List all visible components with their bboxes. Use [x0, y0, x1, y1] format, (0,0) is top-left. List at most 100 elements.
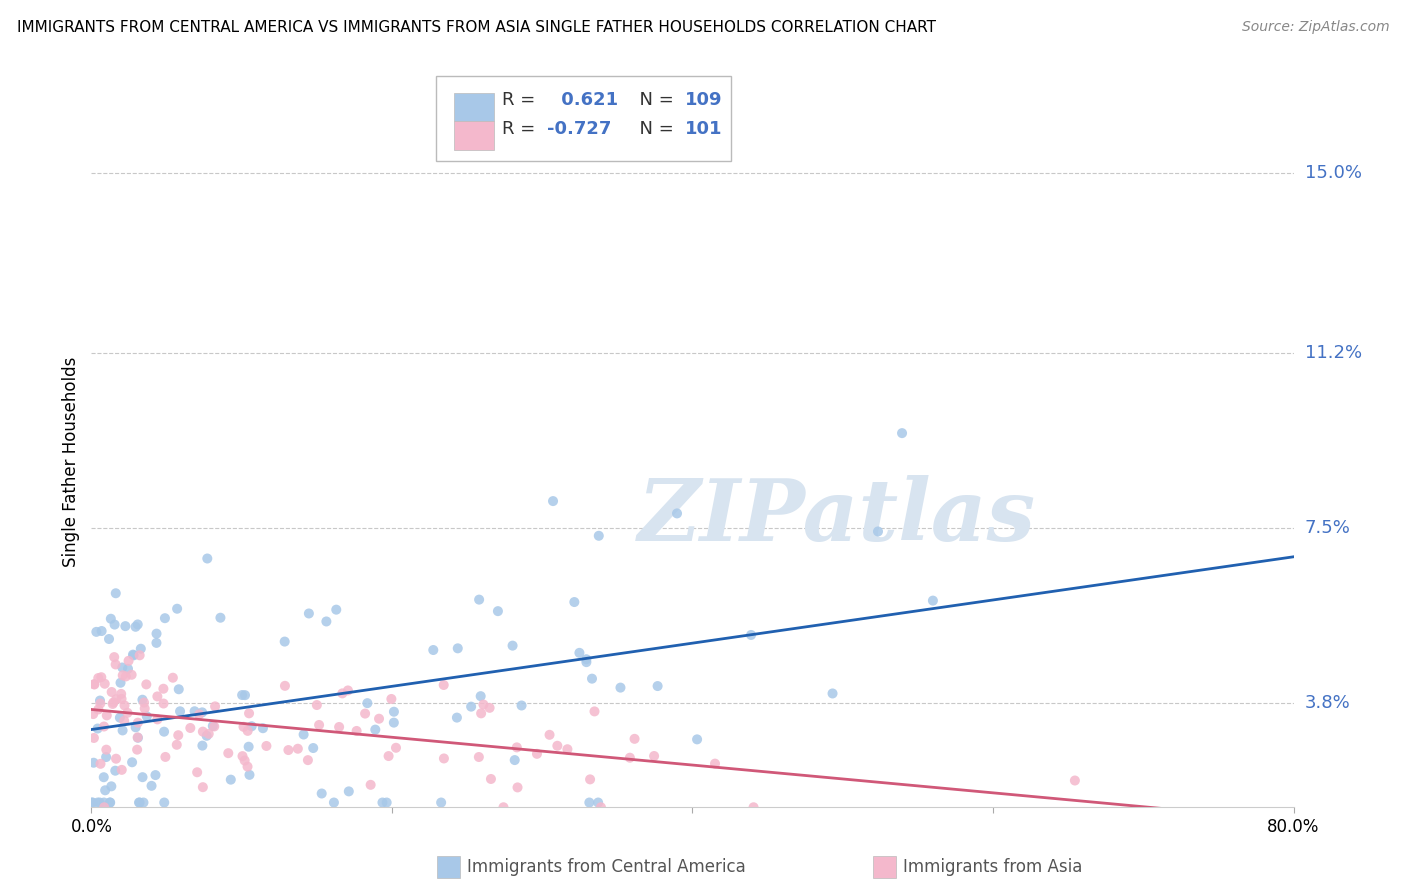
Point	[124, 720, 146, 734]
Point	[479, 772, 502, 786]
Point	[209, 611, 232, 625]
Point	[110, 691, 132, 706]
Point	[589, 800, 612, 814]
Point	[110, 675, 132, 690]
Point	[546, 739, 568, 753]
Point	[131, 770, 153, 784]
Point	[98, 632, 121, 646]
Point	[236, 759, 259, 773]
Point	[315, 615, 337, 629]
Point	[460, 699, 482, 714]
Point	[129, 641, 152, 656]
Point	[619, 750, 641, 764]
Point	[131, 692, 153, 706]
Point	[470, 689, 492, 703]
Point	[538, 728, 561, 742]
Point	[236, 723, 259, 738]
Point	[103, 650, 125, 665]
Point	[186, 765, 208, 780]
Point	[588, 529, 610, 543]
Point	[586, 796, 609, 810]
Point	[191, 724, 214, 739]
Point	[581, 672, 603, 686]
Point	[217, 746, 239, 760]
Point	[292, 727, 315, 741]
Point	[111, 723, 134, 738]
Point	[169, 704, 191, 718]
Point	[305, 698, 328, 712]
Point	[325, 602, 347, 616]
Point	[141, 779, 163, 793]
Point	[486, 604, 509, 618]
Point	[191, 706, 214, 720]
Point	[100, 612, 122, 626]
Point	[93, 719, 115, 733]
Point	[704, 756, 727, 771]
Point	[96, 742, 118, 756]
Point	[447, 641, 470, 656]
Text: 7.5%: 7.5%	[1305, 519, 1351, 537]
Point	[155, 750, 177, 764]
Point	[83, 756, 105, 770]
Point	[238, 739, 260, 754]
Point	[188, 707, 211, 722]
Point	[922, 593, 945, 607]
Point	[583, 705, 606, 719]
Point	[93, 770, 115, 784]
Point	[274, 679, 297, 693]
Point	[330, 686, 353, 700]
Point	[891, 426, 914, 441]
Point	[287, 741, 309, 756]
Point	[252, 721, 274, 735]
Point	[368, 712, 391, 726]
Point	[121, 667, 143, 681]
Y-axis label: Single Father Households: Single Father Households	[62, 357, 80, 566]
Point	[354, 706, 377, 721]
Point	[219, 772, 242, 787]
Point	[114, 619, 136, 633]
Point	[478, 701, 501, 715]
Point	[117, 706, 139, 720]
Point	[135, 677, 157, 691]
Point	[117, 654, 139, 668]
Point	[127, 617, 149, 632]
Text: IMMIGRANTS FROM CENTRAL AMERICA VS IMMIGRANTS FROM ASIA SINGLE FATHER HOUSEHOLDS: IMMIGRANTS FROM CENTRAL AMERICA VS IMMIG…	[17, 20, 936, 35]
Point	[132, 796, 155, 810]
Point	[145, 636, 167, 650]
Point	[503, 753, 526, 767]
Point	[575, 652, 598, 666]
Text: 0.621: 0.621	[555, 91, 619, 109]
Text: N =: N =	[628, 91, 681, 109]
Point	[506, 780, 529, 795]
Point	[105, 692, 128, 706]
Point	[204, 699, 226, 714]
Point	[83, 677, 105, 691]
Point	[385, 740, 408, 755]
Point	[90, 624, 112, 638]
Point	[128, 648, 150, 663]
Point	[575, 655, 598, 669]
Point	[472, 698, 495, 712]
Point	[526, 747, 548, 761]
Point	[127, 731, 149, 745]
Point	[145, 768, 167, 782]
Point	[273, 634, 295, 648]
Point	[135, 709, 157, 723]
Point	[80, 796, 103, 810]
Point	[104, 764, 127, 778]
Point	[89, 693, 111, 707]
Point	[1063, 773, 1085, 788]
Point	[146, 712, 169, 726]
Point	[98, 796, 121, 810]
Point	[686, 732, 709, 747]
Point	[740, 628, 762, 642]
Point	[380, 692, 402, 706]
Text: 3.8%: 3.8%	[1305, 694, 1350, 712]
Point	[93, 800, 115, 814]
Point	[666, 507, 689, 521]
Point	[430, 796, 453, 810]
Point	[83, 677, 105, 691]
Point	[468, 592, 491, 607]
Text: 15.0%: 15.0%	[1305, 164, 1361, 182]
Text: -0.727: -0.727	[547, 120, 612, 138]
